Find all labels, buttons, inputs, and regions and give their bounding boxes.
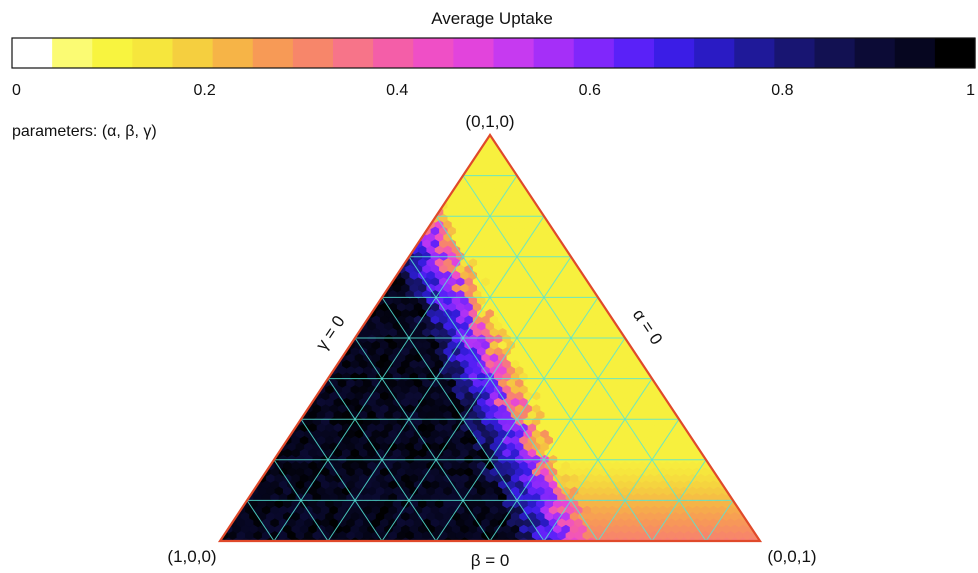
colorbar-swatch [252, 38, 294, 68]
grid-line [381, 256, 572, 541]
colorbar-frame [11, 37, 976, 69]
colorbar-swatch [533, 38, 575, 68]
edge-label-right: α = 0 [629, 306, 666, 349]
colorbar-swatch [212, 38, 254, 68]
edge-label-bottom: β = 0 [471, 551, 510, 570]
colorbar-swatch [413, 38, 454, 68]
colorbar-swatch [654, 38, 695, 68]
grid-line [246, 500, 275, 541]
colorbar-swatch [172, 38, 214, 68]
grid-line [354, 337, 491, 541]
grid-line [543, 378, 653, 541]
colorbar-swatch [493, 38, 535, 68]
grid-line [300, 418, 383, 541]
colorbar-swatch [854, 38, 896, 68]
colorbar-swatch [814, 38, 856, 68]
colorbar-swatch [573, 38, 615, 68]
colorbar-swatch [774, 38, 816, 68]
grid-line [489, 337, 626, 541]
parameters-note: parameters: (α, β, γ) [12, 123, 157, 140]
colorbar-tick-label: 0.2 [193, 82, 215, 99]
colorbar-tick-label: 1 [966, 82, 975, 99]
grid-line [462, 175, 707, 541]
corner-label-top: (0,1,0) [465, 112, 514, 131]
colorbar-swatch [92, 38, 133, 68]
grid-line [273, 175, 518, 541]
colorbar-swatch [292, 38, 334, 68]
colorbar-title: Average Uptake [431, 9, 553, 28]
colorbar-swatch [52, 38, 93, 68]
grid-line [327, 378, 437, 541]
colorbar-swatch [894, 38, 936, 68]
colorbar-swatch [333, 38, 374, 68]
grid-line [651, 459, 707, 541]
colorbar-swatch [12, 38, 53, 68]
grid-line [705, 500, 734, 541]
corner-label-bottom-right: (0,0,1) [767, 547, 816, 566]
colorbar [12, 38, 976, 68]
grid-line [408, 256, 599, 541]
colorbar-swatch [934, 38, 976, 68]
grid-line [597, 418, 680, 541]
colorbar-swatch [453, 38, 495, 68]
colorbar-swatch [734, 38, 775, 68]
colorbar-swatch [613, 38, 655, 68]
colorbar-swatch [132, 38, 174, 68]
edge-label-left: γ = 0 [312, 312, 349, 354]
colorbar-tick-label: 0 [12, 82, 21, 99]
ternary-plot [217, 133, 763, 543]
colorbar-swatch [373, 38, 414, 68]
colorbar-tick-label: 0.8 [771, 82, 793, 99]
colorbar-tick-label: 0.6 [579, 82, 601, 99]
colorbar-tick-label: 0.4 [386, 82, 408, 99]
ternary-grid [246, 175, 734, 541]
grid-line [273, 459, 329, 541]
corner-label-bottom-left: (1,0,0) [167, 547, 216, 566]
triangle-border [217, 133, 763, 543]
colorbar-ticks: 0 0.2 0.4 0.6 0.8 1 [12, 82, 975, 99]
colorbar-swatch [694, 38, 735, 68]
